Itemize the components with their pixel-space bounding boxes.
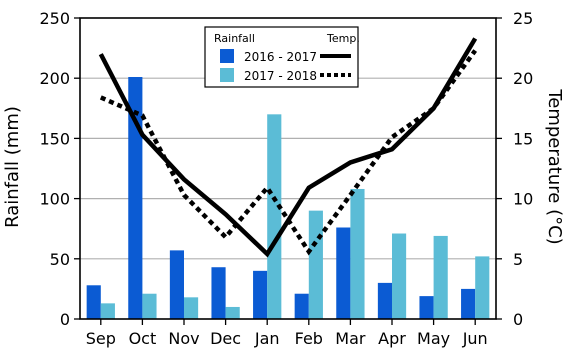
- y-axis-left-label: Rainfall (mm): [2, 106, 23, 228]
- y-right-tick-label: 0: [513, 310, 523, 329]
- legend-label-2016-2017: 2016 - 2017: [244, 50, 317, 64]
- y-right-tick-label: 20: [513, 69, 533, 88]
- y-left-tick-label: 0: [60, 310, 70, 329]
- bar-2016-2017-apr: [377, 282, 392, 319]
- bar-2017-2018-jun: [475, 256, 490, 319]
- bar-2016-2017-may: [419, 296, 434, 319]
- bar-2016-2017-mar: [336, 227, 351, 319]
- bar-2017-2018-feb: [308, 210, 323, 319]
- x-axis: Sep Oct Nov Dec Jan Feb Mar Apr May Jun: [86, 319, 488, 348]
- bar-2017-2018-oct: [142, 293, 157, 319]
- legend-swatch-2017-2018: [220, 68, 234, 82]
- x-tick-label: Oct: [129, 329, 157, 348]
- y-left-tick-label: 250: [39, 9, 70, 28]
- y-right-tick-label: 15: [513, 129, 533, 148]
- y-axis-right-label: Temperature (°C): [544, 88, 563, 244]
- bar-2017-2018-sep: [100, 303, 115, 319]
- x-tick-label: Feb: [295, 329, 323, 348]
- x-tick-label: Nov: [168, 329, 199, 348]
- y-left-tick-label: 100: [39, 190, 70, 209]
- bar-2016-2017-nov: [169, 250, 184, 319]
- bar-2017-2018-dec: [225, 306, 240, 319]
- bar-2016-2017-feb: [294, 293, 309, 319]
- bar-2017-2018-jan: [267, 114, 282, 319]
- bar-2017-2018-mar: [350, 188, 365, 319]
- temperature-lines: [98, 37, 478, 258]
- x-tick-label: Jun: [462, 329, 488, 348]
- bar-2016-2017-jun: [461, 288, 476, 319]
- legend-swatch-2016-2017: [220, 49, 234, 63]
- bar-2016-2017-jan: [253, 270, 268, 319]
- temp-line-dotted: [99, 49, 478, 256]
- legend: Rainfall Temp. 2016 - 2017 2017 - 2018: [204, 26, 360, 88]
- x-tick-label: Sep: [86, 329, 116, 348]
- bar-2017-2018-apr: [392, 233, 407, 319]
- bar-2016-2017-dec: [211, 267, 226, 319]
- x-tick-label: May: [417, 329, 450, 348]
- x-tick-label: Apr: [378, 329, 406, 348]
- legend-temp-title: Temp.: [326, 32, 360, 45]
- y-left-tick-label: 50: [50, 250, 70, 269]
- bar-2016-2017-oct: [128, 76, 143, 319]
- y-right-tick-label: 25: [513, 9, 533, 28]
- bar-2017-2018-may: [433, 235, 448, 319]
- x-tick-label: Jan: [254, 329, 280, 348]
- y-right-tick-label: 10: [513, 190, 533, 209]
- bar-2017-2018-nov: [184, 297, 199, 319]
- y-axis-right: 0 5 10 15 20 25: [496, 9, 533, 329]
- legend-rainfall-title: Rainfall: [214, 32, 255, 45]
- x-tick-label: Dec: [210, 329, 241, 348]
- y-axis-left: 0 50 100 150 200 250: [39, 9, 80, 329]
- bar-2016-2017-sep: [86, 285, 101, 319]
- x-tick-label: Mar: [335, 329, 366, 348]
- bars: [86, 76, 490, 319]
- y-left-tick-label: 200: [39, 69, 70, 88]
- y-right-tick-label: 5: [513, 250, 523, 269]
- y-left-tick-label: 150: [39, 129, 70, 148]
- plot-frame: [79, 17, 497, 320]
- legend-label-2017-2018: 2017 - 2018: [244, 69, 317, 83]
